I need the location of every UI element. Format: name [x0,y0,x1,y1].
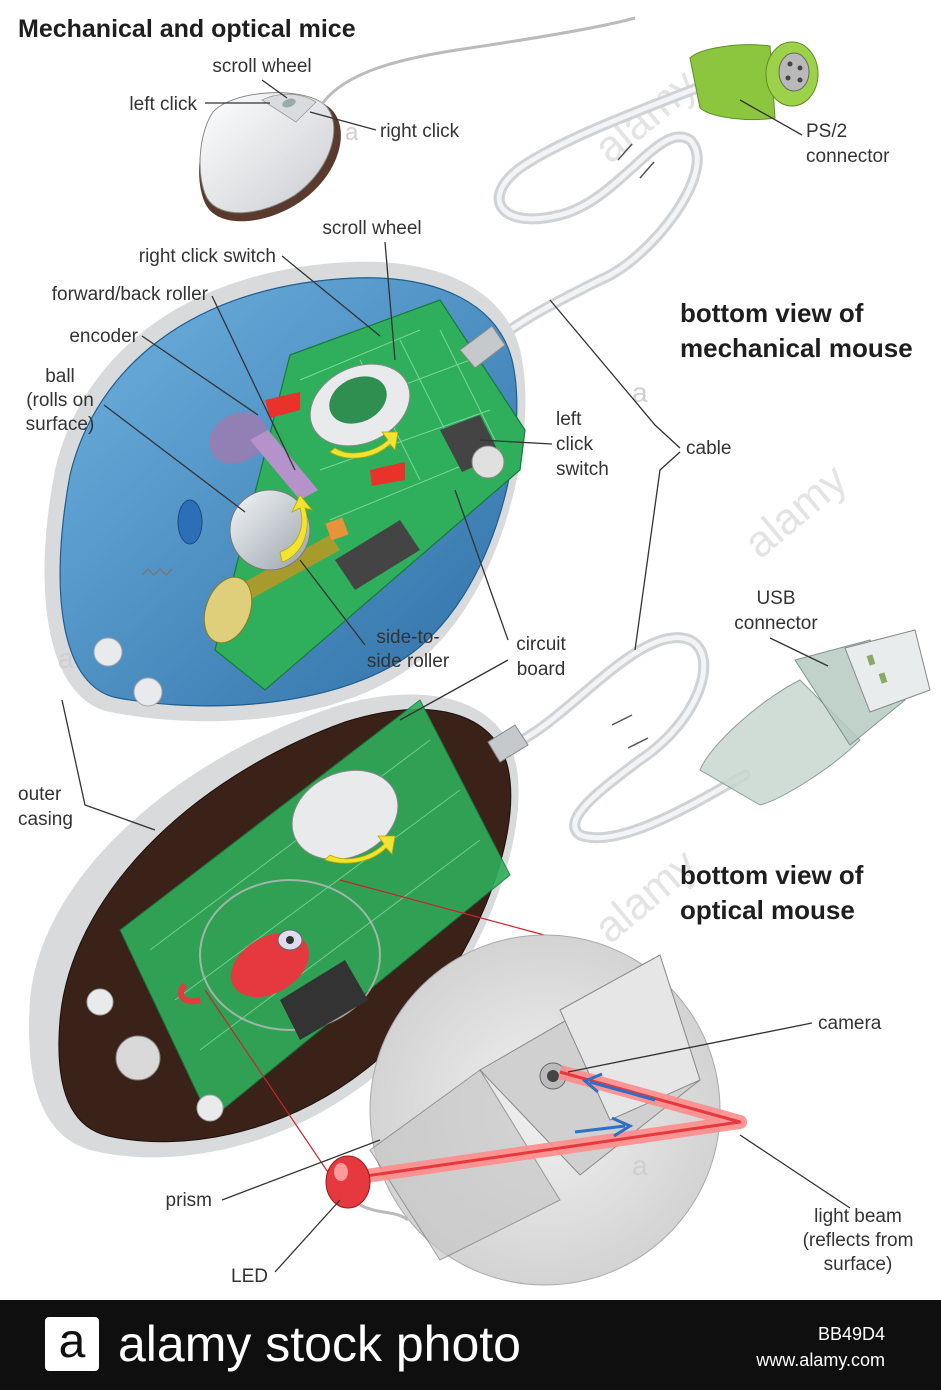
footer-brand: alamy stock photo [118,1316,521,1372]
alamy-logo-icon: a [45,1317,99,1371]
label-scroll-wheel-top: scroll wheel [212,56,311,77]
ps2-connector [689,41,819,121]
top-mouse-illustration [199,16,636,222]
mouse-diagram: alamy alamy alamy alamy Mechanical and o… [18,15,931,1287]
label-left-click-switch-line1: left [556,409,582,430]
watermark-letter: a [345,119,359,146]
label-prism: prism [166,1190,212,1211]
label-camera: camera [818,1013,882,1034]
label-circuit-board-line2: board [517,659,566,680]
mechanical-heading-line1: bottom view of [680,298,864,328]
mechanical-mouse [44,261,526,722]
watermark-letter: a [632,1150,648,1181]
label-usb-line2: connector [734,613,818,634]
label-ps2-line2: connector [806,146,890,167]
watermark-letter: a [632,377,648,408]
label-cable: cable [686,438,731,459]
watermark-letter: a [58,643,74,674]
label-right-click-switch: right click switch [139,246,276,267]
label-led: LED [231,1266,268,1287]
label-outer-casing-line2: casing [18,809,73,830]
usb-connector [699,629,931,806]
label-left-click: left click [129,94,197,115]
label-ball-line2: (rolls on [26,390,94,411]
watermark-letters: a a a a [58,119,648,1181]
label-left-click-switch-line3: switch [556,459,609,480]
label-left-click-switch-line2: click [556,434,593,455]
watermark-word: alamy [735,455,856,568]
optical-heading: bottom view of optical mouse [680,860,864,925]
label-outer-casing-line1: outer [18,784,62,805]
optical-heading-line1: bottom view of [680,860,864,890]
label-usb-line1: USB [756,588,795,609]
label-side-roller-line1: side-to- [376,627,439,648]
labels: scroll wheel left click right click PS/2… [18,56,913,1287]
label-light-beam-line3: surface) [824,1254,893,1275]
label-right-click: right click [380,121,460,142]
label-light-beam-line1: light beam [814,1206,902,1227]
optical-heading-line2: optical mouse [680,895,855,925]
label-side-roller-line2: side roller [367,651,450,672]
mechanical-heading: bottom view of mechanical mouse [680,298,913,363]
label-circuit-board-line1: circuit [516,634,566,655]
label-light-beam-line2: (reflects from [803,1230,914,1251]
ps2-cable [484,79,711,351]
page-title: Mechanical and optical mice [18,15,356,43]
label-ball-line3: surface) [26,414,95,435]
label-scroll-wheel-mech: scroll wheel [322,218,421,239]
stock-footer: a alamy stock photo BB49D4 www.alamy.com [0,1300,941,1390]
footer-site: www.alamy.com [756,1350,885,1370]
optical-zoom [325,934,747,1286]
label-ball-line1: ball [45,366,75,387]
label-ps2-line1: PS/2 [806,121,847,142]
footer-image-id: BB49D4 [817,1324,885,1344]
label-encoder: encoder [69,326,138,347]
label-forward-back-roller: forward/back roller [52,284,209,305]
usb-cable [504,632,751,844]
mechanical-heading-line2: mechanical mouse [680,333,913,363]
